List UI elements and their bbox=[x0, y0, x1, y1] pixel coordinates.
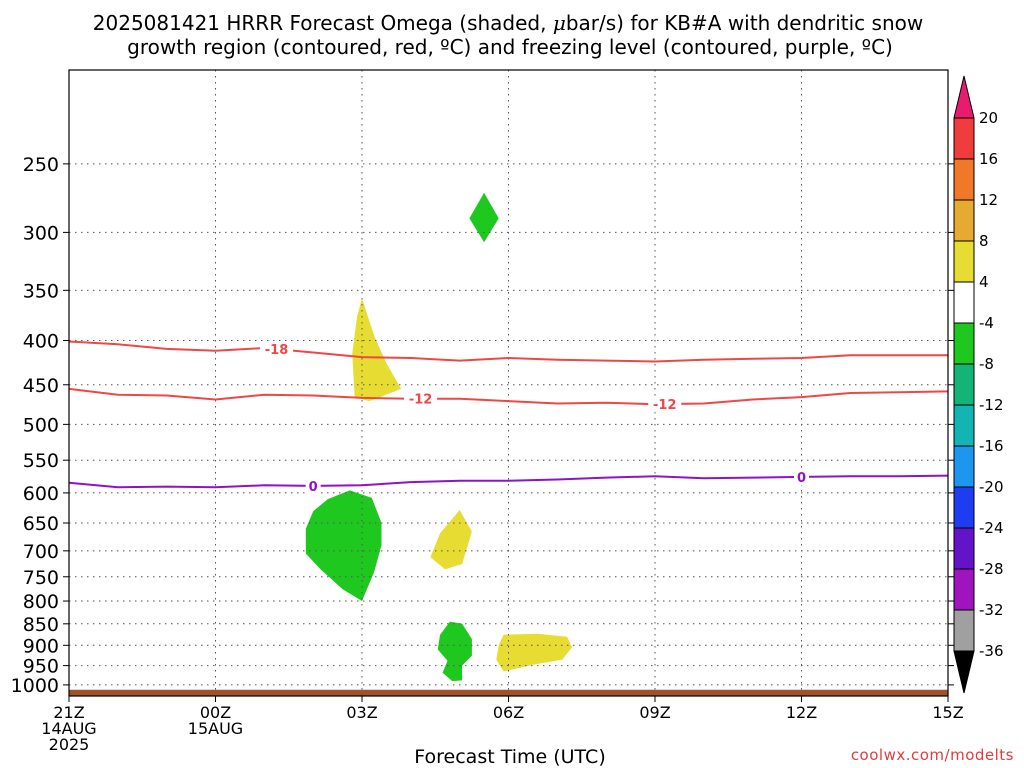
x-tick-label: 06Z bbox=[493, 703, 524, 722]
contour-label-freezing_0-1: 0 bbox=[309, 480, 318, 495]
y-tick-label: 750 bbox=[23, 567, 59, 589]
colorbar-swatch bbox=[953, 281, 975, 324]
y-tick-label: 350 bbox=[23, 280, 59, 302]
colorbar-swatch bbox=[953, 158, 975, 201]
y-tick-label: 950 bbox=[23, 656, 59, 678]
colorbar-swatch bbox=[953, 486, 975, 529]
x-tick-label: 21Z 14AUG 2025 bbox=[41, 703, 96, 754]
colorbar-swatch bbox=[953, 117, 975, 160]
colorbar-swatch bbox=[953, 609, 975, 652]
colorbar-label: -36 bbox=[979, 642, 1004, 660]
credit-text: coolwx.com/modelts bbox=[851, 746, 1014, 764]
colorbar-label: -12 bbox=[979, 396, 1004, 414]
contour-label-dgz_-12-1: -12 bbox=[409, 393, 433, 408]
colorbar-bottom-arrow bbox=[953, 650, 975, 694]
colorbar-swatch bbox=[953, 199, 975, 242]
colorbar-label: 16 bbox=[979, 150, 998, 168]
contour-dgz_-18 bbox=[68, 340, 948, 363]
x-axis: 21Z 14AUG 2025 00Z 15AUG 03Z 06Z 09Z 12Z 15Z bbox=[41, 696, 964, 754]
omega-region-green-3 bbox=[305, 490, 382, 601]
colorbar-swatch bbox=[953, 445, 975, 488]
x-tick-label-line: 21Z bbox=[53, 703, 84, 722]
colorbar-top-arrow bbox=[953, 75, 975, 119]
chart-title: 2025081421 HRRR Forecast Omega (shaded, … bbox=[93, 11, 923, 59]
contour-label-bg bbox=[260, 341, 294, 358]
colorbar-label: -20 bbox=[979, 478, 1004, 496]
omega-regions bbox=[305, 192, 572, 682]
x-tick-label: 00Z 15AUG bbox=[188, 703, 243, 738]
x-tick-label-line: 15AUG bbox=[188, 719, 243, 738]
colorbar-swatch bbox=[953, 568, 975, 611]
colorbar-label: -16 bbox=[979, 437, 1004, 455]
colorbar-swatch bbox=[953, 527, 975, 570]
x-tick-label: 09Z bbox=[639, 703, 670, 722]
y-axis: 2503003504004505005506006507007508008509… bbox=[11, 154, 954, 697]
x-tick-label-line: 12Z bbox=[786, 703, 817, 722]
y-tick-label: 550 bbox=[23, 450, 59, 472]
y-tick-label: 250 bbox=[23, 154, 59, 176]
colorbar-label: -8 bbox=[979, 355, 994, 373]
y-tick-label: 900 bbox=[23, 635, 59, 657]
y-tick-label: 650 bbox=[23, 513, 59, 535]
y-tick-label: 400 bbox=[23, 331, 59, 353]
gridlines bbox=[69, 70, 948, 696]
x-tick-label-line: 2025 bbox=[49, 735, 90, 754]
chart-title-line-2: growth region (contoured, red, ºC) and f… bbox=[127, 35, 893, 59]
colorbar-label: 4 bbox=[979, 273, 989, 291]
contour-label-freezing_0-2: 0 bbox=[797, 471, 806, 486]
colorbar-label: -32 bbox=[979, 601, 1004, 619]
x-tick-label-line: 15Z bbox=[932, 703, 963, 722]
colorbar-swatch bbox=[953, 322, 975, 365]
y-tick-label: 450 bbox=[23, 375, 59, 397]
omega-region-green-1 bbox=[469, 192, 499, 243]
contour-dgz_-12 bbox=[68, 387, 949, 406]
colorbar: 20 16 12 8 4 -4 -8 -12 -16 -20 -24 -28 -32 -36 bbox=[953, 75, 1004, 694]
colorbar-label: -4 bbox=[979, 314, 994, 332]
contour-label-bg bbox=[305, 477, 321, 494]
colorbar-swatch bbox=[953, 363, 975, 406]
omega-region-yellow-4 bbox=[430, 510, 472, 570]
y-tick-label: 600 bbox=[23, 483, 59, 505]
y-tick-label: 300 bbox=[23, 222, 59, 244]
x-tick-label-line: 03Z bbox=[346, 703, 377, 722]
ground-band bbox=[69, 689, 948, 696]
y-tick-label: 850 bbox=[23, 614, 59, 636]
title-line-1-a: 2025081421 HRRR Forecast Omega (shaded, bbox=[93, 11, 553, 35]
contour-label-dgz_-12-2: -12 bbox=[653, 398, 677, 413]
x-axis-title: Forecast Time (UTC) bbox=[414, 746, 605, 768]
y-tick-label: 1000 bbox=[11, 675, 59, 697]
x-tick-label-line: 14AUG bbox=[41, 719, 96, 738]
contour-label-bg bbox=[404, 390, 438, 407]
omega-region-green-5 bbox=[437, 621, 472, 682]
contour-label-bg bbox=[648, 396, 682, 413]
x-tick-label: 03Z bbox=[346, 703, 377, 722]
contour-label-bg bbox=[794, 468, 809, 485]
colorbar-label: -28 bbox=[979, 560, 1004, 578]
x-tick-label: 15Z bbox=[932, 703, 963, 722]
x-tick-label-line: 00Z bbox=[200, 703, 231, 722]
colorbar-label: 8 bbox=[979, 232, 989, 250]
omega-region-yellow-6 bbox=[496, 633, 572, 672]
colorbar-swatch bbox=[953, 404, 975, 447]
y-tick-label: 500 bbox=[23, 414, 59, 436]
ground-band-rect bbox=[69, 689, 948, 696]
contours: -18 -12 -12 0 0 bbox=[68, 340, 949, 495]
x-tick-label-line: 06Z bbox=[493, 703, 524, 722]
title-mu: μ bbox=[553, 11, 566, 35]
colorbar-label: -24 bbox=[979, 519, 1004, 537]
omega-region-yellow-2 bbox=[352, 298, 402, 402]
x-tick-label: 12Z bbox=[786, 703, 817, 722]
chart-title-line-1: 2025081421 HRRR Forecast Omega (shaded, … bbox=[93, 11, 923, 35]
colorbar-swatch bbox=[953, 240, 975, 283]
y-tick-label: 800 bbox=[23, 591, 59, 613]
title-line-1-b: bar/s) for KB#A with dendritic snow bbox=[566, 11, 923, 35]
contour-label-dgz_-18-1: -18 bbox=[265, 343, 289, 358]
x-tick-label-line: 09Z bbox=[639, 703, 670, 722]
colorbar-label: 20 bbox=[979, 109, 998, 127]
colorbar-label: 12 bbox=[979, 191, 998, 209]
y-tick-label: 700 bbox=[23, 541, 59, 563]
